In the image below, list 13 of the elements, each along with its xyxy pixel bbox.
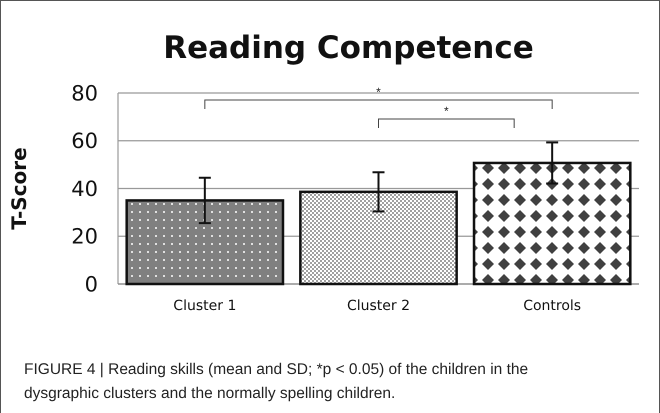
x-tick-label: Cluster 2 xyxy=(346,298,410,314)
annotation: * xyxy=(444,104,449,118)
caption: FIGURE 4 | Reading skills (mean and SD; *p < 0.05) of the children in the dysgraphic clusters and the normally spelling children. xyxy=(24,360,530,404)
chart-title: Reading Competence xyxy=(163,30,534,66)
y-tick-label: 40 xyxy=(71,176,98,201)
y-tick-label: 20 xyxy=(71,224,98,249)
y-tick-label: 80 xyxy=(71,81,98,106)
y-tick-label: 0 xyxy=(84,272,98,296)
y-axis-title: T-Score xyxy=(7,147,31,230)
y-tick-label: 60 xyxy=(71,129,98,154)
x-tick-label: Controls xyxy=(523,298,582,314)
annotation: * xyxy=(376,85,382,99)
x-tick-label: Cluster 1 xyxy=(173,298,236,314)
